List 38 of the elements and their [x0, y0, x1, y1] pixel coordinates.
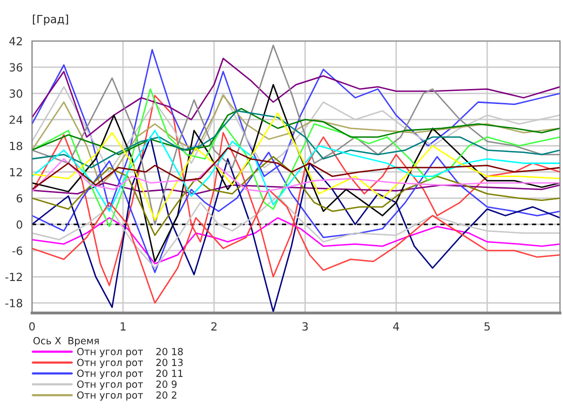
line-series	[32, 136, 560, 312]
x-tick-label: 4	[393, 322, 400, 330]
line-series	[32, 182, 560, 195]
y-axis-title: [Град]	[32, 14, 68, 26]
line-series	[32, 217, 560, 264]
y-tick-label: 36	[10, 63, 22, 72]
line-series	[32, 88, 560, 228]
y-tick-label: -12	[5, 272, 22, 281]
x-tick-label: 2	[211, 322, 216, 330]
y-tick-label: 30	[10, 89, 22, 98]
line-series	[32, 108, 560, 156]
y-tick-label: 42	[9, 36, 22, 46]
line-series	[32, 112, 560, 221]
legend-label: Отн угол рот 20 2	[77, 391, 176, 401]
y-tick-label: 12	[10, 168, 22, 176]
y-tick-label: 18	[10, 142, 22, 150]
y-tick-label: -6	[12, 246, 22, 255]
x-tick-label: 3	[302, 322, 308, 331]
line-series	[32, 94, 560, 186]
y-tick-label: -18	[5, 298, 22, 308]
line-series	[32, 147, 560, 190]
line-series	[32, 58, 560, 138]
x-tick-label: 0	[29, 322, 35, 331]
legend-label: Отн угол рот 20 9	[77, 380, 177, 390]
y-tick-label: 6	[16, 194, 22, 203]
legend-label: Отн угол рот 20 18	[77, 348, 183, 358]
x-tick-label: 1	[120, 322, 126, 330]
line-series	[32, 110, 560, 168]
line-series	[32, 156, 560, 236]
legend-label: Отн угол рот 20 13	[77, 358, 183, 368]
line-series	[32, 158, 560, 192]
y-tick-label: 0	[16, 220, 22, 229]
line-series	[32, 84, 560, 262]
legend-title: Ось X Время	[33, 337, 99, 346]
y-tick-label: 24	[10, 116, 22, 124]
line-series	[32, 130, 560, 212]
legend-label: Отн угол рот 20 11	[77, 370, 183, 379]
x-tick-label: 5	[484, 322, 490, 331]
